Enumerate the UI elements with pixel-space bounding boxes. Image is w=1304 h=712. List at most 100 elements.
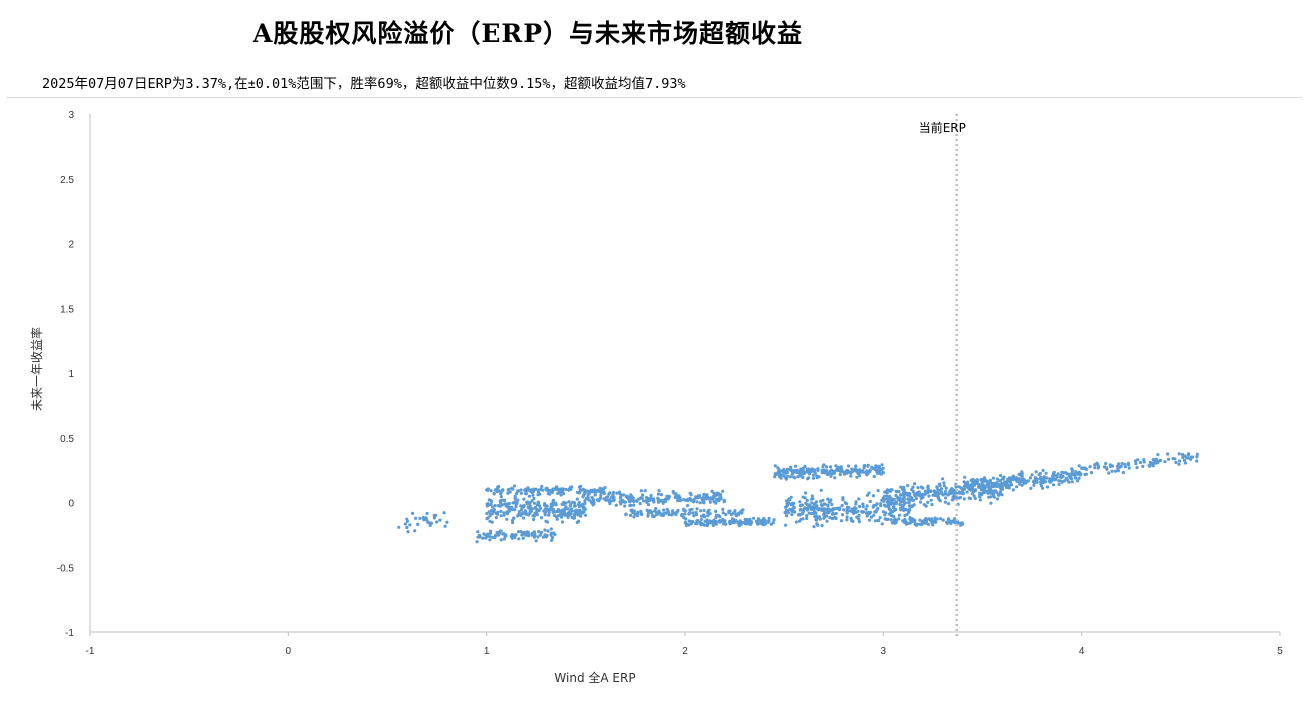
data-point bbox=[424, 516, 428, 520]
data-point bbox=[853, 469, 858, 473]
data-point bbox=[971, 482, 976, 486]
data-point bbox=[559, 493, 563, 497]
data-point bbox=[1011, 478, 1015, 482]
data-point bbox=[552, 513, 557, 518]
data-point bbox=[1018, 482, 1022, 486]
data-point bbox=[944, 496, 948, 500]
data-point bbox=[865, 514, 869, 518]
data-point bbox=[1097, 465, 1101, 469]
data-point bbox=[906, 497, 910, 501]
data-point bbox=[810, 497, 814, 501]
data-point bbox=[907, 501, 911, 505]
data-point bbox=[498, 529, 502, 533]
data-point bbox=[771, 521, 775, 525]
data-point bbox=[1067, 474, 1071, 478]
data-point bbox=[573, 503, 577, 508]
data-point bbox=[947, 502, 951, 506]
data-point bbox=[903, 513, 907, 518]
data-point bbox=[864, 507, 868, 511]
data-point bbox=[846, 464, 851, 468]
y-tick-label: -1 bbox=[65, 628, 74, 639]
data-point bbox=[571, 500, 575, 504]
data-point bbox=[889, 518, 893, 522]
data-point bbox=[513, 536, 517, 540]
data-point bbox=[911, 485, 915, 489]
data-point bbox=[499, 495, 503, 499]
data-point bbox=[871, 466, 876, 471]
data-point bbox=[847, 506, 851, 510]
data-point bbox=[897, 517, 901, 521]
data-point bbox=[874, 465, 878, 470]
reference-line-group: 当前ERP bbox=[919, 114, 966, 636]
data-point bbox=[1177, 462, 1181, 466]
data-point bbox=[893, 518, 897, 522]
data-point bbox=[703, 523, 707, 527]
data-point bbox=[1084, 467, 1088, 471]
data-point bbox=[543, 513, 547, 517]
data-point bbox=[861, 510, 866, 514]
data-point bbox=[942, 484, 946, 488]
data-point bbox=[991, 476, 996, 480]
data-point bbox=[738, 510, 742, 514]
data-point bbox=[732, 519, 736, 523]
data-point bbox=[487, 510, 491, 514]
data-point bbox=[894, 502, 898, 506]
data-point bbox=[785, 499, 789, 503]
data-point bbox=[595, 498, 599, 502]
data-point bbox=[986, 481, 991, 485]
data-point bbox=[865, 504, 869, 508]
data-point bbox=[710, 521, 714, 525]
data-point bbox=[1022, 478, 1026, 482]
data-point bbox=[566, 507, 570, 511]
data-point bbox=[838, 472, 842, 477]
data-point bbox=[878, 516, 882, 520]
data-point bbox=[947, 518, 951, 522]
data-point bbox=[408, 523, 412, 527]
data-point bbox=[968, 497, 973, 501]
data-point bbox=[536, 500, 540, 504]
data-point bbox=[843, 501, 847, 505]
data-point bbox=[557, 509, 561, 513]
data-point bbox=[916, 486, 920, 490]
data-point bbox=[504, 534, 508, 538]
data-point bbox=[1117, 462, 1121, 466]
data-point bbox=[861, 470, 865, 474]
data-point bbox=[1032, 479, 1036, 483]
data-point bbox=[875, 502, 879, 506]
data-point bbox=[862, 463, 867, 468]
data-point bbox=[661, 501, 665, 505]
data-point bbox=[521, 531, 525, 535]
data-point bbox=[671, 509, 675, 513]
data-point bbox=[894, 493, 898, 497]
data-point bbox=[702, 493, 706, 497]
data-point bbox=[1079, 472, 1083, 476]
data-point bbox=[575, 497, 579, 501]
data-point bbox=[872, 513, 876, 517]
data-point bbox=[991, 489, 996, 493]
data-point bbox=[867, 491, 871, 495]
data-point bbox=[894, 489, 898, 493]
data-point bbox=[503, 502, 507, 506]
data-point bbox=[968, 487, 972, 491]
data-point bbox=[507, 509, 511, 513]
data-point bbox=[840, 503, 844, 508]
x-tick-label: 4 bbox=[1079, 646, 1085, 657]
data-point bbox=[632, 515, 636, 519]
data-point bbox=[823, 502, 827, 506]
data-point bbox=[1134, 462, 1138, 466]
data-point bbox=[683, 512, 687, 516]
data-point bbox=[806, 469, 810, 473]
data-point bbox=[1070, 467, 1074, 471]
data-point bbox=[736, 512, 740, 516]
data-point bbox=[903, 491, 907, 495]
data-point bbox=[688, 491, 692, 495]
data-point bbox=[619, 494, 623, 499]
data-point bbox=[481, 536, 485, 540]
data-point bbox=[529, 488, 533, 492]
data-point bbox=[912, 492, 916, 497]
data-point bbox=[705, 510, 710, 514]
data-point bbox=[612, 498, 616, 502]
data-point bbox=[550, 504, 554, 508]
data-point bbox=[1187, 452, 1191, 456]
data-point bbox=[513, 508, 517, 512]
